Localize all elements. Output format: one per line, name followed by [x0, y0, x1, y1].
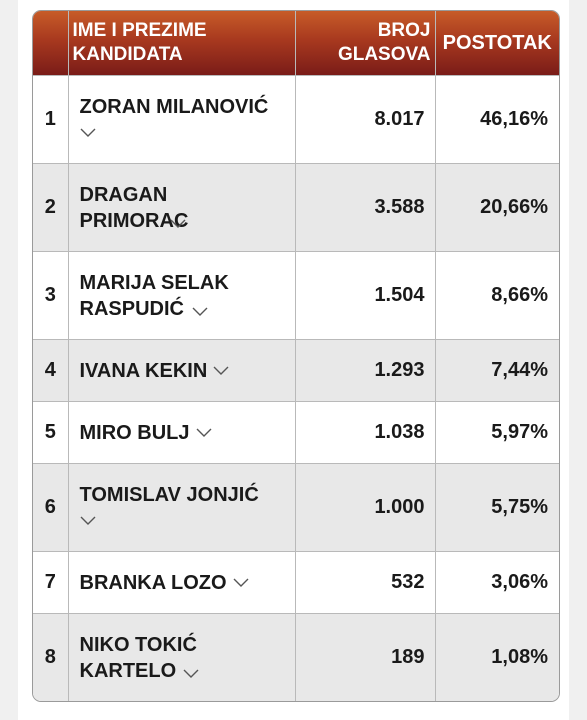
row-rank: 3	[33, 251, 69, 340]
percent-cell: 7,44%	[435, 339, 559, 402]
candidate-cell[interactable]: MIRO BULJ	[68, 401, 296, 464]
candidate-cell[interactable]: NIKO TOKIĆ KARTELO	[68, 613, 296, 701]
row-rank: 8	[33, 613, 69, 701]
election-results-table: IME I PREZIME KANDIDATA BROJ GLASOVA POS…	[32, 10, 560, 702]
candidate-cell[interactable]: BRANKA LOZO	[68, 551, 296, 614]
candidate-cell[interactable]: ZORAN MILANOVIĆ	[68, 75, 296, 164]
percent-cell: 46,16%	[435, 75, 559, 164]
percent-cell: 8,66%	[435, 251, 559, 340]
candidate-name: IVANA KEKIN	[79, 359, 208, 382]
votes-cell: 1.038	[295, 401, 436, 464]
votes-cell: 3.588	[295, 163, 436, 252]
header-candidate-label: IME I PREZIME KANDIDATA	[72, 20, 207, 65]
row-rank: 4	[33, 339, 69, 402]
chevron-down-icon[interactable]	[80, 516, 96, 526]
header-rank	[33, 11, 69, 76]
candidate-name: MIRO BULJ	[79, 421, 190, 444]
votes-cell: 532	[295, 551, 436, 614]
candidate-name: ZORAN MILANOVIĆ	[79, 95, 269, 118]
candidate-cell[interactable]: IVANA KEKIN	[68, 339, 296, 402]
table-row: 1 ZORAN MILANOVIĆ 8.017 46,16%	[33, 75, 559, 164]
row-rank: 2	[33, 163, 69, 252]
row-rank: 5	[33, 401, 69, 464]
header-votes: BROJ GLASOVA	[295, 11, 436, 76]
header-percent: POSTOTAK	[435, 11, 559, 76]
table-row: 3 MARIJA SELAK RASPUDIĆ 1.504 8,66%	[33, 251, 559, 340]
row-rank: 7	[33, 551, 69, 614]
candidate-name: DRAGAN PRIMORAC	[79, 183, 189, 232]
results-card: IME I PREZIME KANDIDATA BROJ GLASOVA POS…	[18, 0, 569, 720]
candidate-cell[interactable]: MARIJA SELAK RASPUDIĆ	[68, 251, 296, 340]
row-rank: 6	[33, 463, 69, 552]
candidate-name: NIKO TOKIĆ KARTELO	[79, 633, 197, 682]
chevron-down-icon[interactable]	[170, 219, 186, 229]
table-row: 5 MIRO BULJ 1.038 5,97%	[33, 401, 559, 464]
chevron-down-icon[interactable]	[183, 669, 199, 679]
votes-cell: 8.017	[295, 75, 436, 164]
row-rank: 1	[33, 75, 69, 164]
table-row: 6 TOMISLAV JONJIĆ 1.000 5,75%	[33, 463, 559, 552]
table-row: 7 BRANKA LOZO 532 3,06%	[33, 551, 559, 614]
percent-cell: 5,75%	[435, 463, 559, 552]
votes-cell: 1.293	[295, 339, 436, 402]
table-row: 4 IVANA KEKIN 1.293 7,44%	[33, 339, 559, 402]
chevron-down-icon[interactable]	[192, 307, 208, 317]
percent-cell: 3,06%	[435, 551, 559, 614]
header-votes-label: BROJ GLASOVA	[337, 20, 431, 65]
candidate-cell[interactable]: TOMISLAV JONJIĆ	[68, 463, 296, 552]
candidate-name: BRANKA LOZO	[79, 571, 227, 594]
percent-cell: 5,97%	[435, 401, 559, 464]
votes-cell: 1.000	[295, 463, 436, 552]
chevron-down-icon[interactable]	[233, 578, 249, 588]
percent-cell: 1,08%	[435, 613, 559, 701]
table-row: 2 DRAGAN PRIMORAC 3.588 20,66%	[33, 163, 559, 252]
candidate-cell[interactable]: DRAGAN PRIMORAC	[68, 163, 296, 252]
percent-cell: 20,66%	[435, 163, 559, 252]
chevron-down-icon[interactable]	[80, 128, 96, 138]
votes-cell: 189	[295, 613, 436, 701]
header-candidate: IME I PREZIME KANDIDATA	[68, 11, 296, 76]
candidate-name: MARIJA SELAK RASPUDIĆ	[79, 271, 229, 320]
votes-cell: 1.504	[295, 251, 436, 340]
table-row: 8 NIKO TOKIĆ KARTELO 189 1,08%	[33, 613, 559, 701]
table-header-row: IME I PREZIME KANDIDATA BROJ GLASOVA POS…	[33, 11, 559, 76]
candidate-name: TOMISLAV JONJIĆ	[79, 483, 259, 506]
chevron-down-icon[interactable]	[196, 428, 212, 438]
chevron-down-icon[interactable]	[213, 366, 229, 376]
